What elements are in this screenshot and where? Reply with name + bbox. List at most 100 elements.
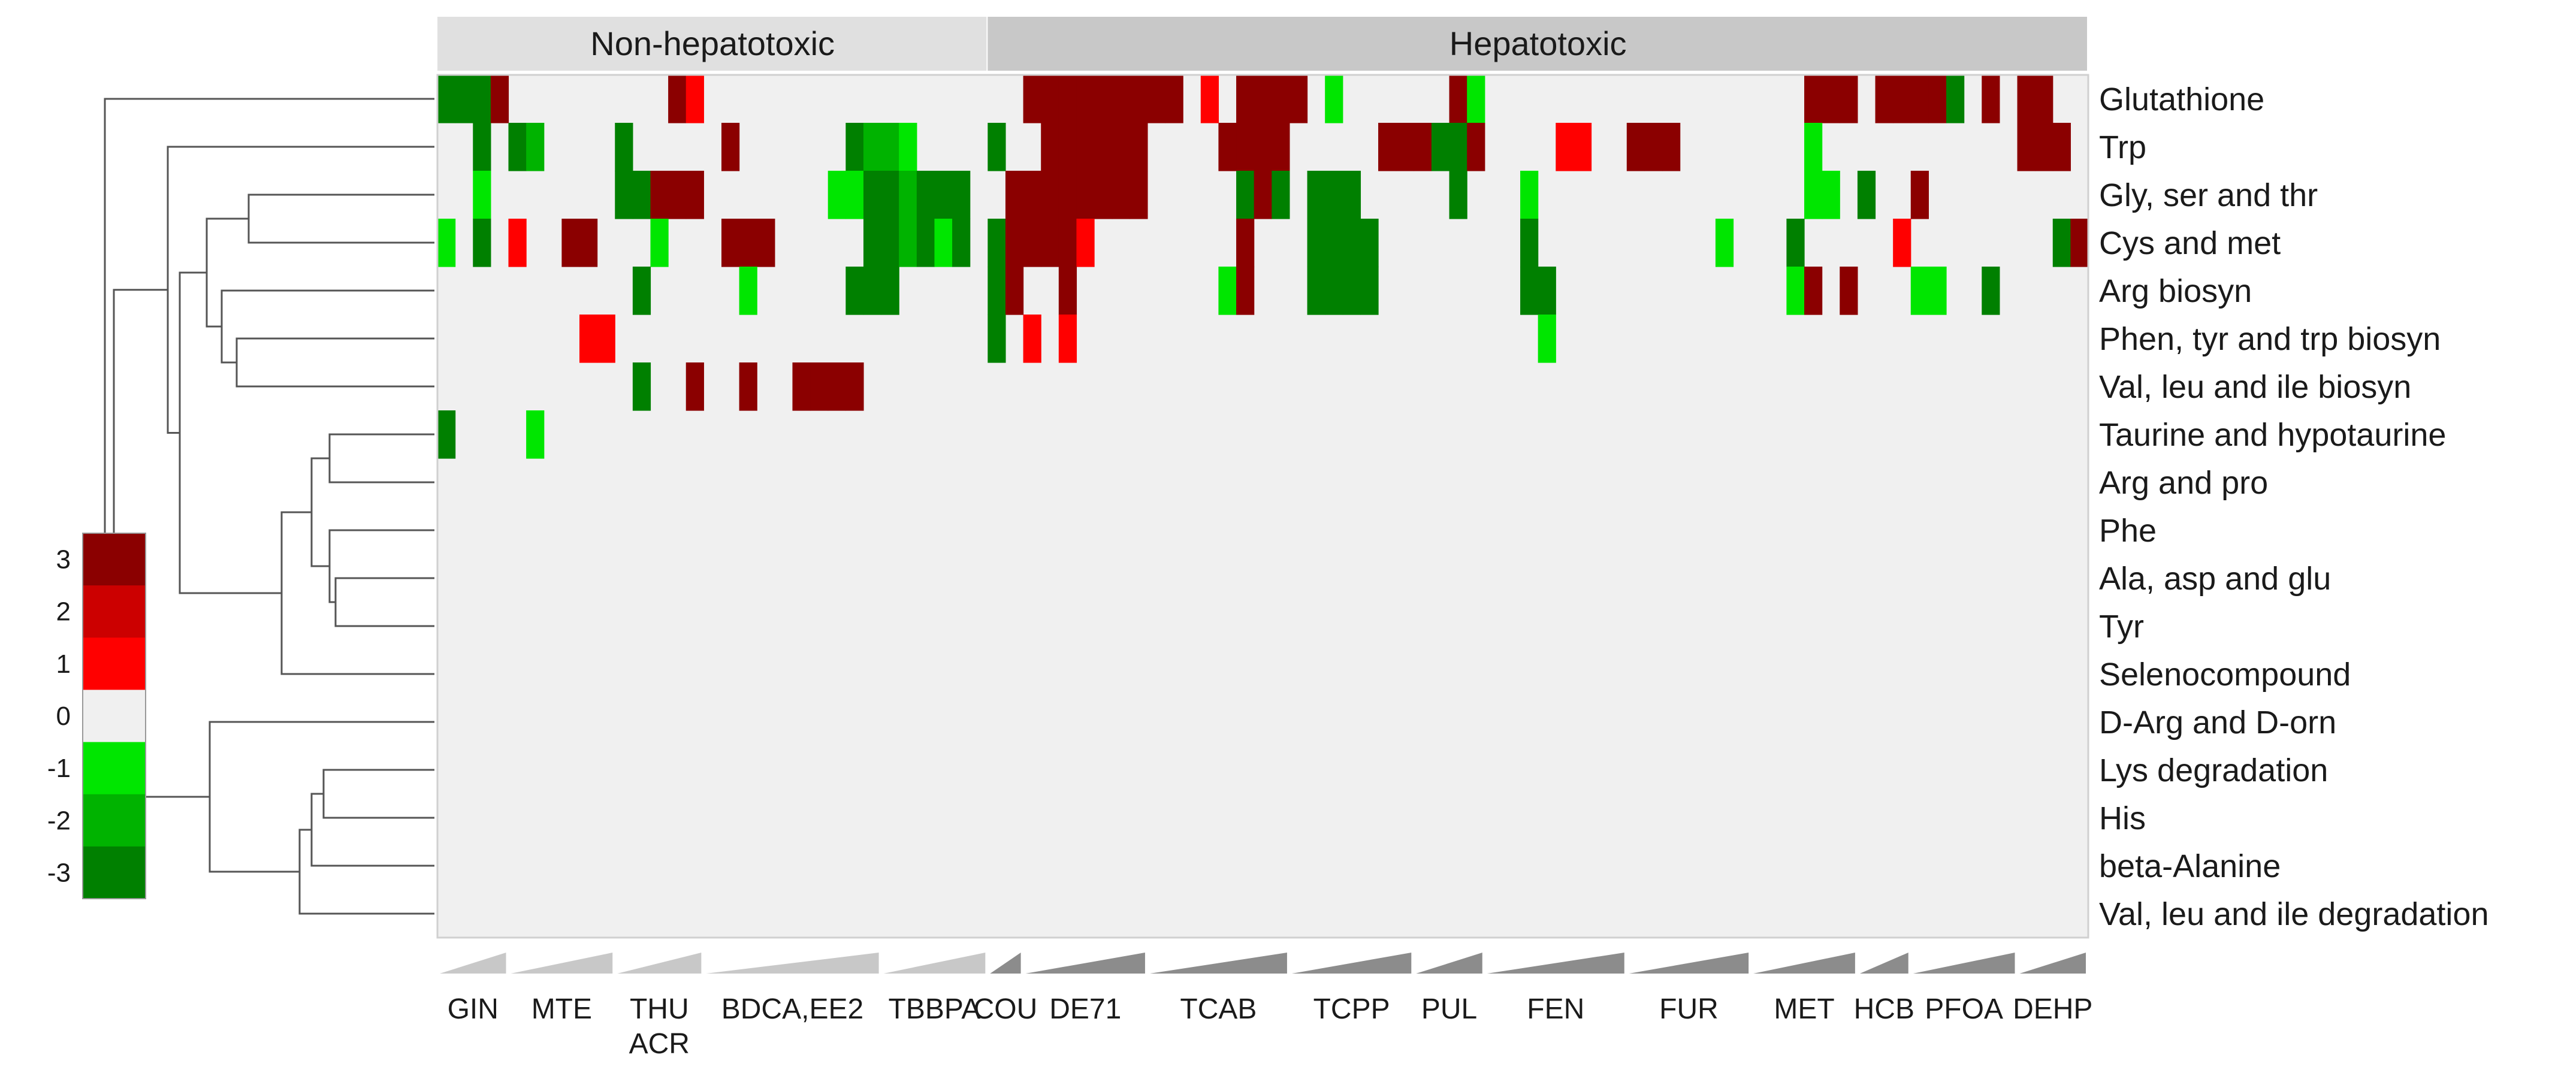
heatmap-cell — [1236, 219, 1255, 267]
heatmap-cell — [792, 362, 811, 411]
heatmap-cell — [863, 267, 882, 315]
row-label: Phen, tyr and trp biosyn — [2099, 321, 2441, 357]
compound-label: TCPP — [1313, 993, 1390, 1025]
heatmap-cell — [1236, 171, 1255, 219]
heatmap-cell — [1520, 267, 1539, 315]
heatmap-cell — [1076, 75, 1095, 123]
heatmap-cell — [739, 219, 757, 267]
compound-label: DEHP — [2013, 993, 2092, 1025]
heatmap-cell — [2035, 75, 2053, 123]
dendrogram-link — [235, 337, 434, 388]
heatmap-cell — [828, 362, 846, 411]
heatmap-cell — [1041, 219, 1059, 267]
heatmap-cell — [473, 219, 491, 267]
heatmap-cell — [1804, 75, 1823, 123]
color-scale-swatch — [83, 690, 146, 743]
heatmap-cell — [899, 171, 917, 219]
dose-wedge — [1629, 953, 1749, 974]
heatmap-cell — [1325, 219, 1343, 267]
heatmap-cell — [650, 219, 669, 267]
dose-wedge — [1753, 953, 1855, 974]
heatmap-cell — [934, 219, 953, 267]
heatmap-cell — [1236, 267, 1255, 315]
heatmap-cell — [1130, 75, 1148, 123]
heatmap-cell — [1218, 267, 1237, 315]
dose-wedge — [1416, 953, 1482, 974]
heatmap-cell — [1804, 123, 1823, 171]
heatmap-cell — [1804, 267, 1823, 315]
compound-label: BDCA,EE2 — [721, 993, 863, 1025]
color-scale-tick: -2 — [47, 806, 71, 835]
heatmap-cell — [668, 75, 687, 123]
heatmap-cell — [845, 171, 864, 219]
heatmap-cell — [1822, 171, 1840, 219]
heatmap-cell — [1538, 267, 1556, 315]
compound-label: THU — [630, 993, 689, 1025]
heatmap-cell — [2017, 75, 2036, 123]
dose-wedge — [1859, 953, 1908, 974]
color-scale-tick: 0 — [56, 702, 71, 731]
heatmap-cell — [526, 410, 545, 459]
heatmap-cell — [1112, 123, 1130, 171]
dendrogram-link — [328, 433, 434, 483]
heatmap-cell — [561, 219, 580, 267]
row-label: Selenocompound — [2099, 657, 2351, 693]
dendrogram-link — [104, 98, 434, 545]
heatmap-cell — [1254, 75, 1272, 123]
heatmap-cell — [1360, 267, 1379, 315]
heatmap-cell — [685, 75, 704, 123]
dose-wedge — [1149, 953, 1287, 974]
heatmap-cell — [987, 267, 1006, 315]
heatmap-cell — [1644, 123, 1663, 171]
heatmap-cell — [1023, 75, 1041, 123]
compound-label: PUL — [1421, 993, 1477, 1025]
heatmap-cell — [1822, 75, 1840, 123]
heatmap-cell — [1307, 219, 1325, 267]
dendrogram-link — [310, 793, 434, 867]
heatmap-cell — [1165, 75, 1183, 123]
heatmap-cell — [1023, 171, 1041, 219]
heatmap-cell — [1325, 75, 1343, 123]
heatmap-cell — [881, 267, 899, 315]
heatmap-cell — [1342, 267, 1361, 315]
heatmap-cell — [1556, 123, 1574, 171]
color-scale-tick: 1 — [56, 649, 71, 679]
dendrogram-link — [310, 457, 330, 567]
heatmap-cell — [1058, 171, 1077, 219]
dendrogram-link — [247, 194, 434, 244]
column-group-headers: Non-hepatotoxic Hepatotoxic — [437, 17, 2087, 71]
heatmap-cell — [1342, 219, 1361, 267]
heatmap-cell — [1200, 75, 1219, 123]
heatmap-cell — [650, 171, 669, 219]
heatmap-cell — [1094, 123, 1113, 171]
heatmap-cell — [916, 171, 935, 219]
dose-wedges — [440, 953, 2086, 974]
heatmap-cell — [1342, 171, 1361, 219]
color-scale-swatch — [83, 794, 146, 847]
row-label: Gly, ser and thr — [2099, 177, 2318, 213]
heatmap-cell — [632, 362, 651, 411]
color-scale: 3 2 1 0 -1 -2 -3 — [47, 533, 146, 899]
heatmap-cell — [508, 123, 527, 171]
heatmap-cell — [1360, 219, 1379, 267]
heatmap-cell — [2017, 123, 2036, 171]
dendrogram-link — [221, 289, 434, 364]
compound-label: MET — [1774, 993, 1834, 1025]
heatmap-cell — [1147, 75, 1166, 123]
heatmap-cell — [1520, 171, 1539, 219]
row-label: D-Arg and D-orn — [2099, 705, 2336, 740]
row-label: Ala, asp and glu — [2099, 561, 2331, 597]
color-scale-tick: -3 — [47, 858, 71, 887]
color-scale-swatch — [83, 846, 146, 899]
heatmap-cell — [1289, 75, 1308, 123]
compound-label: HCB — [1854, 993, 1914, 1025]
heatmap-cell — [1094, 75, 1113, 123]
heatmap-cell — [1112, 75, 1130, 123]
heatmap-cell — [721, 123, 740, 171]
heatmap-cell — [1058, 267, 1077, 315]
heatmap-cell — [1467, 75, 1485, 123]
heatmap-cell — [437, 410, 456, 459]
compound-label: TCAB — [1180, 993, 1257, 1025]
column-group-header — [437, 17, 987, 71]
